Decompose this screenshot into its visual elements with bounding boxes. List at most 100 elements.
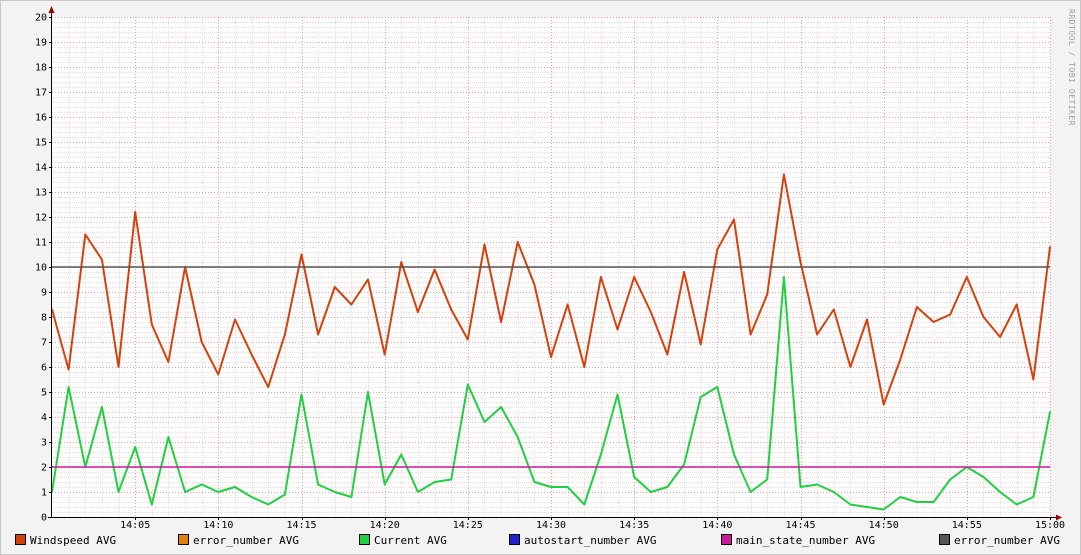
y-tick-label: 9 (41, 288, 47, 299)
data-point-current-avg (433, 481, 436, 483)
data-point-current-avg (666, 486, 669, 488)
data-point-current-avg (450, 478, 453, 481)
data-point-windspeed-avg (333, 286, 336, 288)
data-point-windspeed-avg (250, 353, 253, 356)
data-point-windspeed-avg (167, 361, 170, 363)
x-tick-label: 14:40 (702, 520, 732, 531)
data-point-windspeed-avg (999, 336, 1001, 338)
x-tick-label: 14:30 (536, 520, 566, 531)
data-point-windspeed-avg (284, 333, 286, 336)
data-point-windspeed-avg (832, 308, 835, 311)
data-point-windspeed-avg (783, 173, 785, 176)
data-point-current-avg (866, 506, 868, 508)
data-point-windspeed-avg (1015, 303, 1018, 306)
y-tick-label: 17 (35, 88, 47, 99)
x-axis-ticks: 14:05 14:10 14:15 14:20 14:25 14:30 14:35 14:40… (120, 517, 1065, 531)
data-point-windspeed-avg (350, 303, 353, 306)
data-point-current-avg (516, 436, 519, 438)
y-tick-label: 12 (35, 213, 47, 224)
data-point-current-avg (849, 503, 852, 506)
data-point-current-avg (184, 491, 187, 493)
data-point-current-avg (932, 501, 935, 503)
data-point-windspeed-avg (916, 306, 918, 308)
data-point-windspeed-avg (982, 316, 985, 318)
y-tick-label: 0 (41, 513, 47, 524)
data-point-current-avg (916, 501, 918, 503)
data-point-windspeed-avg (749, 333, 752, 336)
legend-item: autostart_number AVG (509, 534, 656, 547)
data-point-current-avg (1015, 503, 1018, 506)
legend-swatch (178, 534, 189, 545)
x-tick-label: 14:50 (869, 520, 899, 531)
data-point-windspeed-avg (234, 318, 236, 321)
x-tick-label: 14:55 (952, 520, 982, 531)
legend-item: main_state_number AVG (721, 534, 875, 547)
data-point-current-avg (284, 493, 286, 496)
data-point-windspeed-avg (134, 211, 137, 213)
data-point-current-avg (982, 476, 985, 478)
data-point-current-avg (200, 483, 203, 486)
data-point-current-avg (466, 383, 469, 386)
y-tick-label: 8 (41, 313, 47, 324)
data-point-windspeed-avg (965, 276, 968, 278)
data-point-windspeed-avg (550, 356, 552, 358)
data-point-windspeed-avg (949, 313, 952, 316)
data-point-windspeed-avg (101, 258, 103, 261)
data-point-current-avg (367, 391, 369, 393)
y-tick-label: 16 (35, 113, 47, 124)
data-point-current-avg (583, 503, 586, 506)
y-tick-label: 6 (41, 363, 47, 374)
data-point-current-avg (101, 406, 103, 408)
data-point-windspeed-avg (866, 318, 868, 321)
data-point-windspeed-avg (616, 328, 619, 331)
data-point-windspeed-avg (150, 323, 153, 326)
data-point-current-avg (234, 486, 236, 488)
data-point-windspeed-avg (566, 303, 569, 306)
data-point-windspeed-avg (217, 373, 220, 376)
data-point-current-avg (350, 496, 353, 498)
data-point-current-avg (333, 491, 336, 493)
data-point-current-avg (716, 386, 719, 388)
legend-swatch (359, 534, 370, 545)
data-point-current-avg (400, 453, 403, 456)
data-point-windspeed-avg (666, 353, 669, 356)
data-point-windspeed-avg (683, 271, 685, 273)
legend: Windspeed AVG error_number AVG Current AVG… (15, 534, 1075, 550)
data-point-windspeed-avg (716, 248, 719, 251)
legend-swatch (15, 534, 26, 545)
y-tick-label: 3 (41, 438, 47, 449)
x-tick-label: 14:25 (453, 520, 483, 531)
data-point-windspeed-avg (433, 268, 436, 271)
data-point-windspeed-avg (417, 311, 419, 313)
y-tick-label: 1 (41, 488, 47, 499)
data-point-windspeed-avg (500, 321, 502, 323)
x-tick-label: 14:45 (785, 520, 815, 531)
data-point-windspeed-avg (699, 343, 702, 346)
axes (48, 6, 1062, 521)
data-point-windspeed-avg (300, 253, 303, 256)
data-point-windspeed-avg (600, 276, 602, 278)
data-point-windspeed-avg (633, 276, 636, 278)
x-tick-label: 14:20 (370, 520, 400, 531)
data-point-current-avg (417, 491, 419, 493)
data-point-windspeed-avg (932, 321, 935, 323)
data-point-current-avg (250, 496, 253, 498)
data-point-current-avg (550, 486, 552, 488)
data-point-current-avg (600, 453, 602, 456)
y-tick-label: 7 (41, 338, 47, 349)
legend-item: Current AVG (359, 534, 447, 547)
y-tick-label: 15 (35, 138, 47, 149)
legend-label: Windspeed AVG (30, 534, 117, 547)
y-tick-label: 14 (35, 163, 47, 174)
data-point-windspeed-avg (267, 386, 270, 388)
legend-swatch (721, 534, 732, 545)
x-tick-label: 14:15 (286, 520, 316, 531)
data-point-current-avg (999, 491, 1001, 493)
data-point-windspeed-avg (200, 341, 203, 343)
legend-item: Windspeed AVG (15, 534, 116, 547)
data-point-windspeed-avg (882, 403, 885, 406)
data-point-windspeed-avg (466, 338, 469, 341)
data-point-current-avg (949, 478, 952, 481)
x-tick-label: 14:05 (120, 520, 150, 531)
legend-item: error_number AVG (178, 534, 299, 547)
